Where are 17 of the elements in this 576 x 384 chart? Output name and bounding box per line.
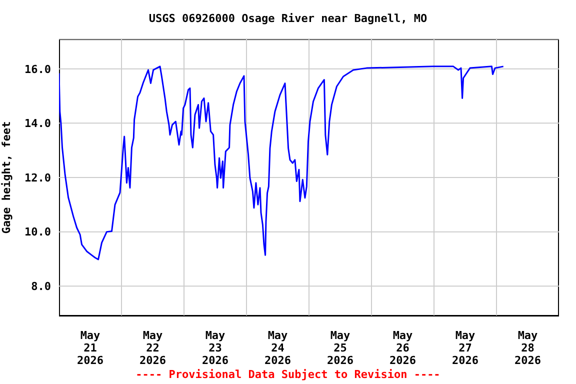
y-tick-label: 10.0 xyxy=(24,226,51,239)
x-tick-label: May 25 2026 xyxy=(327,329,354,367)
x-tick-label: May 24 2026 xyxy=(264,329,292,367)
chart-title: USGS 06926000 Osage River near Bagnell, MO xyxy=(148,12,428,25)
y-axis-title: Gage height, feet xyxy=(0,121,13,234)
y-tick-label: 16.0 xyxy=(24,62,51,76)
x-tick-label: May 23 2026 xyxy=(202,329,229,367)
y-tick-label: 12.0 xyxy=(24,171,51,184)
y-tick-label: 8.0 xyxy=(31,280,51,294)
x-tick-label: May 21 2026 xyxy=(77,329,104,367)
y-tick-label: 14.0 xyxy=(24,117,51,130)
x-tick-label: May 22 2026 xyxy=(140,329,166,367)
x-tick-label: May 28 2026 xyxy=(514,329,542,367)
line-series xyxy=(59,66,504,260)
text: ---- Provisional Data Subject to Revision ---- xyxy=(134,368,442,381)
x-tick-label: May 26 2026 xyxy=(390,329,416,367)
x-tick-label: May 27 2026 xyxy=(452,329,479,367)
